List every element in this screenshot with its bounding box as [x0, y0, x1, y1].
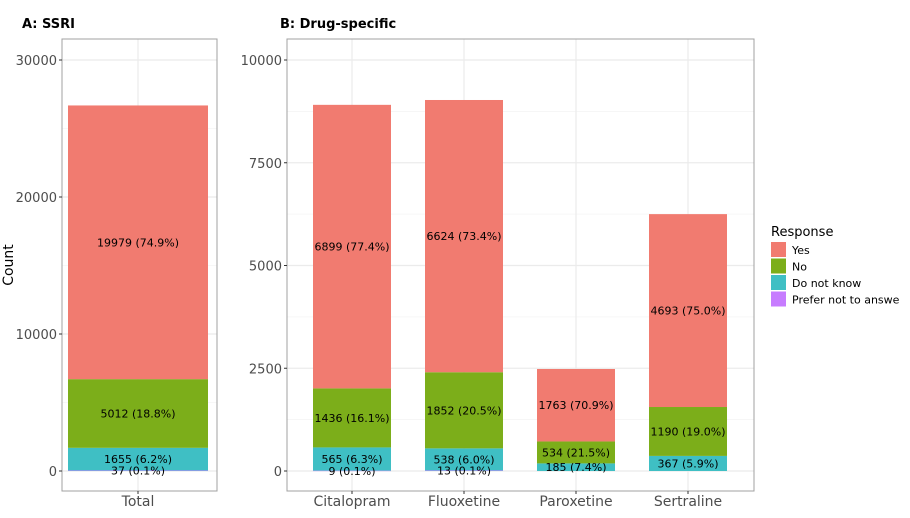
- y-tick-label: 5000: [249, 260, 282, 275]
- bar-value-label: 13 (0.1%): [437, 465, 491, 478]
- bar-value-label: 1190 (19.0%): [650, 425, 725, 438]
- bar-value-label: 1436 (16.1%): [314, 412, 389, 425]
- panel-a-bar-labels: 37 (0.1%)1655 (6.2%) 5012 (18.8%) 19979 (7…: [97, 236, 179, 477]
- legend-swatch-no: [771, 258, 786, 274]
- legend: Response Yes No Do not know Prefer not to a…: [771, 225, 900, 307]
- bar-segment-do-not-know: [425, 448, 503, 471]
- bar-segment-yes: [649, 214, 727, 408]
- panel-b-bars: [313, 99, 727, 472]
- legend-title: Response: [771, 225, 833, 240]
- legend-swatch-prefer-not-to-answe: [771, 291, 786, 307]
- bar-value-label: 6899 (77.4%): [314, 241, 389, 254]
- bar-segment-do-not-know: [313, 447, 391, 471]
- legend-label: Prefer not to answe: [792, 294, 900, 307]
- bar-segment-no: [537, 441, 615, 464]
- bar-segment-prefer-not-to-answe: [68, 470, 208, 471]
- panel-b-y-ticks: 0 2500 5000 7500 10000: [241, 54, 287, 480]
- bar-segment-no: [313, 388, 391, 448]
- legend-label: No: [792, 261, 807, 274]
- bar-value-label: 367 (5.9%): [657, 457, 718, 470]
- panel-a-border: [61, 38, 218, 492]
- bar-value-label: 6624 (73.4%): [426, 230, 501, 243]
- panel-a-title: A: SSRI: [22, 17, 75, 32]
- bar-segment-prefer-not-to-answe: [313, 470, 391, 472]
- legend-label: Do not know: [792, 277, 861, 290]
- x-tick-label: Fluoxetine: [428, 494, 500, 510]
- bar-value-label: 534 (21.5%): [542, 446, 610, 459]
- bar-value-label: 5012 (18.8%): [100, 407, 175, 420]
- bar-segment-do-not-know: [649, 455, 727, 471]
- bar-segment-do-not-know: [537, 463, 615, 471]
- legend-swatch-yes: [771, 242, 786, 257]
- panel-b-bar-labels: 9 (0.1%)565 (6.3%) 1436 (16.1%) 6899 (77.4…: [314, 230, 725, 478]
- x-tick-label: Paroxetine: [539, 494, 612, 510]
- legend-swatch-do-not-know: [771, 275, 786, 290]
- bar-segment-prefer-not-to-answe: [425, 470, 503, 471]
- y-tick-label: 0: [49, 465, 57, 480]
- panel-a: A: SSRI 37 (0.1%)1655 (6.2%) 5012 (18.8%)…: [1, 17, 218, 510]
- y-tick-label: 10000: [241, 54, 282, 69]
- bar-value-label: 4693 (75.0%): [650, 305, 725, 318]
- bar-segment-yes: [425, 99, 503, 373]
- y-tick-label: 0: [274, 465, 282, 480]
- panel-a-x-ticks: Total: [121, 491, 155, 510]
- legend-label: Yes: [791, 244, 810, 257]
- bar-value-label: 9 (0.1%): [328, 465, 375, 478]
- y-axis-title: Count: [1, 244, 17, 286]
- bar-value-label: 538 (6.0%): [433, 453, 494, 466]
- panel-b-title: B: Drug-specific: [280, 17, 396, 32]
- y-tick-label: 20000: [16, 191, 57, 206]
- bar-value-label: 565 (6.3%): [321, 453, 382, 466]
- bar-segment-yes: [537, 368, 615, 442]
- panel-b: B: Drug-specific 9 (0.1%)565 (6.3%) 1436 …: [241, 17, 755, 510]
- bar-value-label: 37 (0.1%): [111, 465, 165, 478]
- bar-segment-no: [68, 379, 208, 448]
- bar-segment-do-not-know: [68, 447, 208, 471]
- bar-value-label: 19979 (74.9%): [97, 236, 179, 249]
- bar-segment-yes: [68, 105, 208, 380]
- bar-value-label: 1763 (70.9%): [538, 399, 613, 412]
- bar-value-label: 1655 (6.2%): [104, 453, 172, 466]
- y-tick-label: 2500: [249, 362, 282, 377]
- panel-b-x-ticks: Citalopram Fluoxetine Paroxetine Sertraline: [313, 491, 722, 510]
- y-tick-label: 7500: [249, 157, 282, 172]
- bar-segment-no: [425, 372, 503, 449]
- legend-items: Yes No Do not know Prefer not to answe: [771, 242, 900, 307]
- panel-a-y-ticks: 0 10000 20000 30000: [16, 54, 62, 480]
- bar-value-label: 185 (7.4%): [545, 461, 606, 474]
- panel-a-bars: [68, 105, 208, 471]
- y-tick-label: 30000: [16, 54, 57, 69]
- x-tick-label: Total: [121, 494, 155, 510]
- bar-segment-yes: [313, 104, 391, 389]
- x-tick-label: Citalopram: [313, 494, 390, 510]
- x-tick-label: Sertraline: [654, 494, 722, 510]
- y-tick-label: 10000: [16, 328, 57, 343]
- bar-segment-no: [649, 407, 727, 456]
- bar-value-label: 1852 (20.5%): [426, 404, 501, 417]
